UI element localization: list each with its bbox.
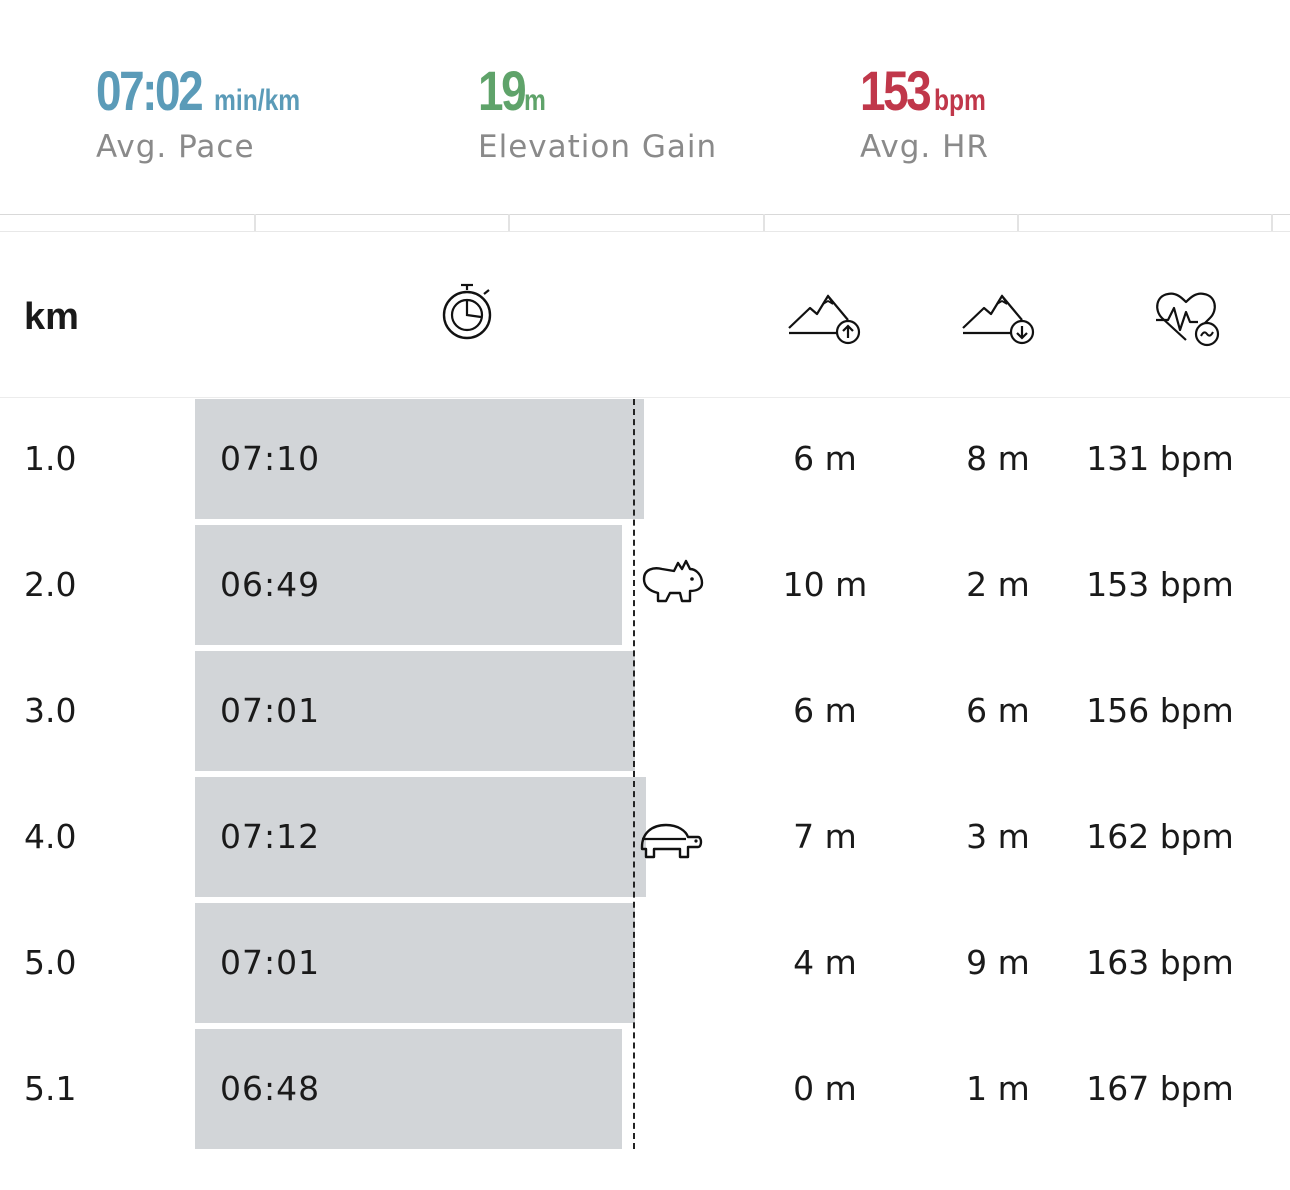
elevation-gain-stat: 19 m Elevation Gain [478, 58, 717, 165]
avg-pace-label: Avg. Pace [96, 129, 255, 165]
split-pace: 06:49 [220, 565, 321, 604]
pace-bar [195, 399, 644, 519]
avg-hr-label: Avg. HR [860, 129, 989, 165]
split-row: 3.0 07:01 6 m 6 m 156 bpm [0, 651, 1290, 771]
avg-hr-value-group: 153 bpm [860, 58, 998, 123]
split-row: 5.0 07:01 4 m 9 m 163 bpm [0, 903, 1290, 1023]
avg-pace-value: 07:02 [96, 59, 204, 122]
avg-hr-unit: bpm [934, 84, 987, 117]
split-row: 4.0 07:12 7 m 3 m 162 bpm [0, 777, 1290, 897]
split-heart-rate: 156 bpm [1086, 691, 1234, 730]
elevation-up-icon [788, 294, 861, 345]
split-km: 2.0 [24, 565, 77, 604]
split-row: 5.1 06:48 0 m 1 m 167 bpm [0, 1029, 1290, 1149]
section-divider [0, 214, 1290, 232]
split-heart-rate: 153 bpm [1086, 565, 1234, 604]
split-row: 1.0 07:10 6 m 8 m 131 bpm [0, 399, 1290, 519]
split-elevation-up: 6 m [793, 439, 857, 478]
avg-pace-value-group: 07:02 min/km [96, 58, 319, 123]
heart-rate-icon [1156, 292, 1220, 347]
split-km: 5.0 [24, 943, 77, 982]
divider-top-line [0, 214, 1290, 215]
split-heart-rate: 167 bpm [1086, 1069, 1234, 1108]
elevation-gain-label: Elevation Gain [478, 129, 718, 165]
split-heart-rate: 131 bpm [1086, 439, 1234, 478]
split-km: 1.0 [24, 439, 77, 478]
pace-bar [195, 651, 635, 771]
avg-pace-stat: 07:02 min/km Avg. Pace [96, 58, 319, 165]
elevation-gain-value: 19 [478, 59, 527, 122]
split-pace: 07:01 [220, 691, 321, 730]
pace-bar [195, 777, 646, 897]
split-km: 3.0 [24, 691, 77, 730]
elevation-gain-unit: m [524, 84, 547, 117]
split-pace: 07:12 [220, 817, 321, 856]
split-heart-rate: 162 bpm [1086, 817, 1234, 856]
stopwatch-icon [442, 283, 492, 340]
elevation-gain-value-group: 19 m [478, 58, 717, 123]
split-elevation-up: 10 m [782, 565, 868, 604]
divider-tick [254, 214, 256, 231]
avg-pace-unit: min/km [214, 84, 301, 117]
split-km: 5.1 [24, 1069, 77, 1108]
split-pace: 07:01 [220, 943, 321, 982]
divider-tick [1017, 214, 1019, 231]
split-elevation-down: 9 m [966, 943, 1030, 982]
divider-tick [763, 214, 765, 231]
split-elevation-up: 7 m [793, 817, 857, 856]
rabbit-icon [642, 559, 704, 603]
split-heart-rate: 163 bpm [1086, 943, 1234, 982]
turtle-icon [640, 823, 703, 859]
km-column-header: km [24, 296, 79, 338]
split-elevation-up: 4 m [793, 943, 857, 982]
divider-bottom-line [0, 231, 1290, 232]
split-elevation-down: 6 m [966, 691, 1030, 730]
pace-bar [195, 1029, 622, 1149]
header-separator [0, 397, 1290, 398]
avg-hr-value: 153 [860, 59, 932, 122]
split-elevation-down: 1 m [966, 1069, 1030, 1108]
split-elevation-up: 0 m [793, 1069, 857, 1108]
avg-hr-stat: 153 bpm Avg. HR [860, 58, 998, 165]
average-pace-line [633, 399, 635, 1149]
split-elevation-down: 3 m [966, 817, 1030, 856]
divider-tick [1271, 214, 1273, 231]
elevation-down-icon [962, 294, 1035, 345]
split-elevation-down: 8 m [966, 439, 1030, 478]
split-km: 4.0 [24, 817, 77, 856]
divider-tick [508, 214, 510, 231]
split-pace: 07:10 [220, 439, 321, 478]
split-row: 2.0 06:49 10 m 2 m 153 bpm [0, 525, 1290, 645]
split-pace: 06:48 [220, 1069, 321, 1108]
pace-bar [195, 903, 635, 1023]
split-elevation-up: 6 m [793, 691, 857, 730]
pace-bar [195, 525, 622, 645]
split-elevation-down: 2 m [966, 565, 1030, 604]
